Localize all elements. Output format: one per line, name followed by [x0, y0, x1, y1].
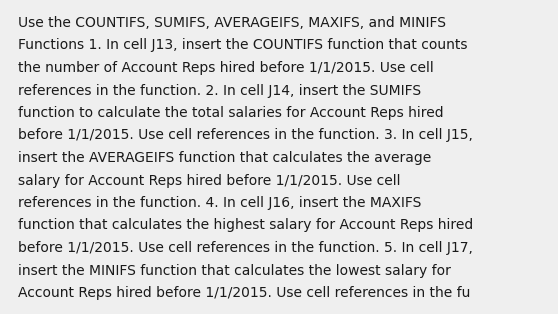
Text: references in the function. 2. In cell J14, insert the SUMIFS: references in the function. 2. In cell J… — [18, 84, 421, 98]
Text: function to calculate the total salaries for Account Reps hired: function to calculate the total salaries… — [18, 106, 444, 120]
Text: insert the MINIFS function that calculates the lowest salary for: insert the MINIFS function that calculat… — [18, 263, 451, 278]
Text: insert the AVERAGEIFS function that calculates the average: insert the AVERAGEIFS function that calc… — [18, 151, 431, 165]
Text: Functions 1. In cell J13, insert the COUNTIFS function that counts: Functions 1. In cell J13, insert the COU… — [18, 39, 468, 52]
Text: the number of Account Reps hired before 1/1/2015. Use cell: the number of Account Reps hired before … — [18, 61, 434, 75]
Text: Account Reps hired before 1/1/2015. Use cell references in the fu: Account Reps hired before 1/1/2015. Use … — [18, 286, 470, 300]
Text: salary for Account Reps hired before 1/1/2015. Use cell: salary for Account Reps hired before 1/1… — [18, 174, 401, 187]
Text: references in the function. 4. In cell J16, insert the MAXIFS: references in the function. 4. In cell J… — [18, 196, 421, 210]
Text: Use the COUNTIFS, SUMIFS, AVERAGEIFS, MAXIFS, and MINIFS: Use the COUNTIFS, SUMIFS, AVERAGEIFS, MA… — [18, 16, 446, 30]
Text: before 1/1/2015. Use cell references in the function. 5. In cell J17,: before 1/1/2015. Use cell references in … — [18, 241, 473, 255]
Text: function that calculates the highest salary for Account Reps hired: function that calculates the highest sal… — [18, 219, 473, 232]
Text: before 1/1/2015. Use cell references in the function. 3. In cell J15,: before 1/1/2015. Use cell references in … — [18, 128, 473, 143]
